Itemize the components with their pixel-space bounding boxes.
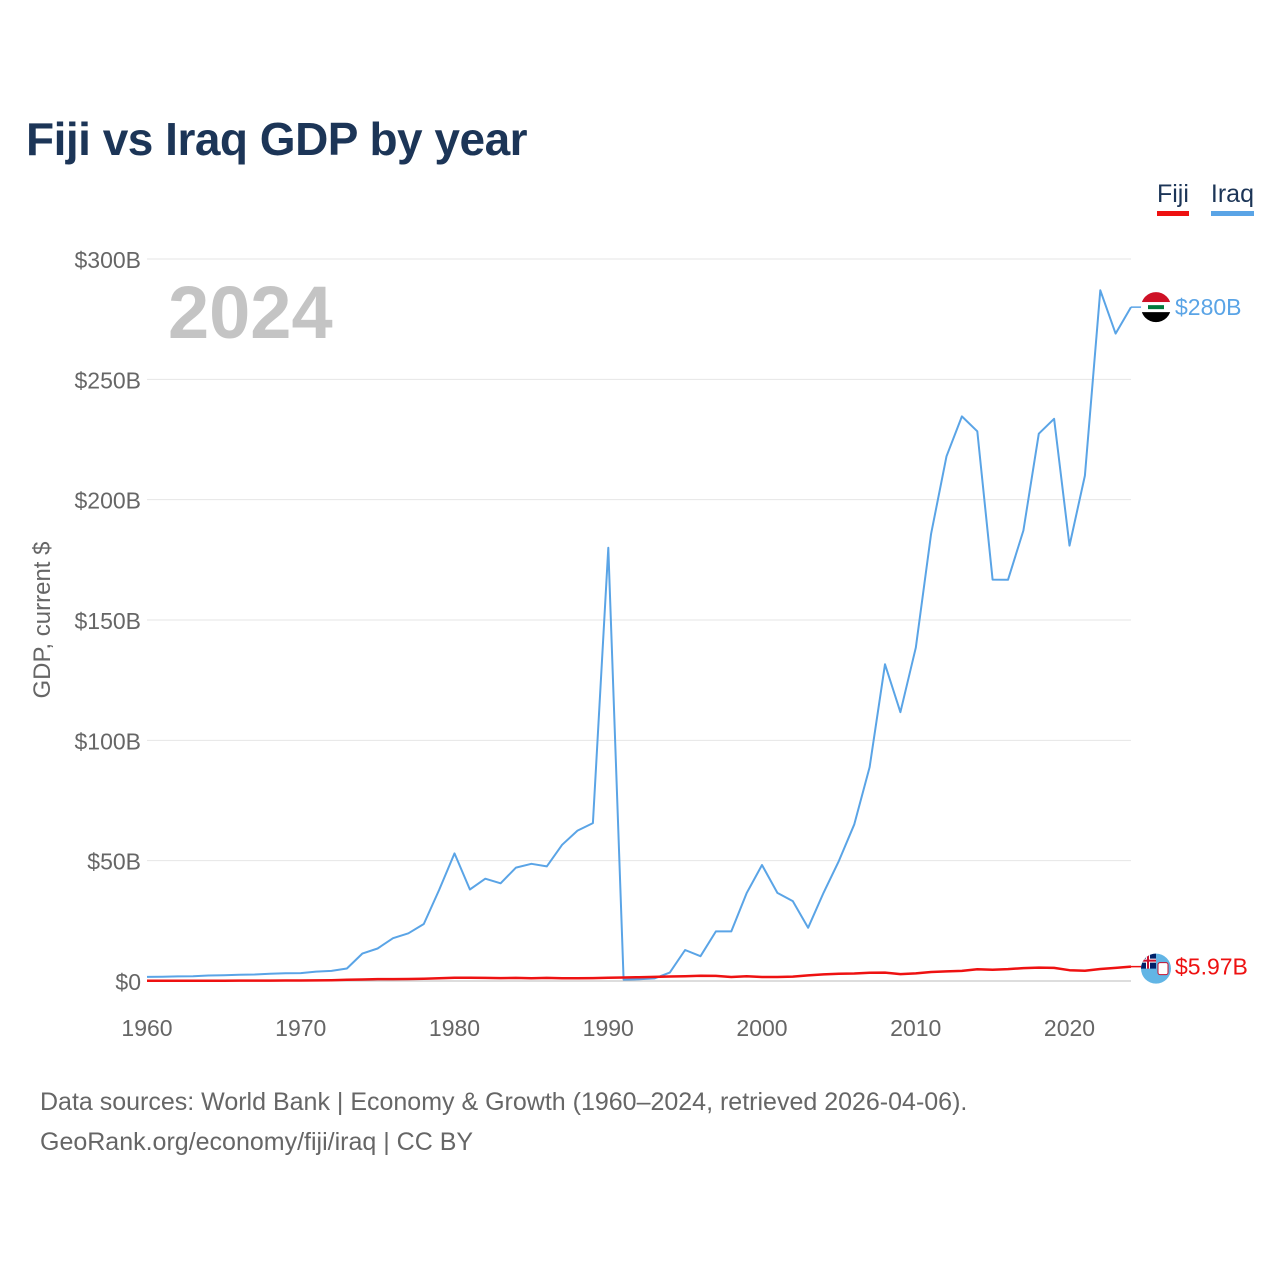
x-tick-label: 2010	[890, 1015, 941, 1041]
x-tick-label: 2020	[1044, 1015, 1095, 1041]
series-line-fiji[interactable]	[147, 965, 1132, 982]
footer-sources: Data sources: World Bank | Economy & Gro…	[40, 1088, 968, 1116]
x-tick-label: 2000	[736, 1015, 787, 1041]
y-axis-ticks: $0 $50B $100B $150B $200B $250B $300B	[74, 247, 141, 995]
series-end-markers: $280B $5.97B	[1131, 292, 1248, 984]
legend-item-fiji[interactable]: Fiji	[1156, 180, 1189, 216]
y-tick-label: $300B	[74, 247, 141, 273]
legend: Fiji Iraq	[1156, 180, 1254, 216]
x-tick-label: 1970	[275, 1015, 326, 1041]
y-tick-label: $250B	[74, 367, 141, 393]
series-line-iraq[interactable]	[146, 289, 1132, 981]
y-tick-label: $150B	[74, 608, 141, 634]
y-tick-label: $100B	[74, 728, 141, 754]
series-lines	[146, 289, 1132, 982]
x-tick-label: 1980	[429, 1015, 480, 1041]
x-tick-label: 1990	[583, 1015, 634, 1041]
footer: Data sources: World Bank | Economy & Gro…	[40, 1082, 967, 1162]
y-tick-label: $0	[115, 969, 141, 995]
legend-item-iraq[interactable]: Iraq	[1210, 180, 1254, 216]
y-tick-label: $50B	[87, 849, 141, 875]
iraq-flag-icon	[1141, 292, 1171, 323]
year-watermark: 2024	[168, 271, 333, 354]
grid-lines	[147, 258, 1131, 982]
x-tick-label: 1960	[121, 1015, 172, 1041]
x-axis-ticks: 1960 1970 1980 1990 2000 2010 2020	[121, 1015, 1095, 1041]
y-tick-label: $200B	[74, 488, 141, 514]
footer-attribution: GeoRank.org/economy/fiji/iraq | CC BY	[40, 1128, 474, 1156]
fiji-end-value-label: $5.97B	[1175, 954, 1248, 980]
iraq-end-value-label: $280B	[1175, 294, 1242, 320]
chart-title: Fiji vs Iraq GDP by year	[26, 113, 528, 165]
y-axis-label: GDP, current $	[29, 542, 56, 699]
fiji-flag-icon	[1141, 953, 1171, 984]
